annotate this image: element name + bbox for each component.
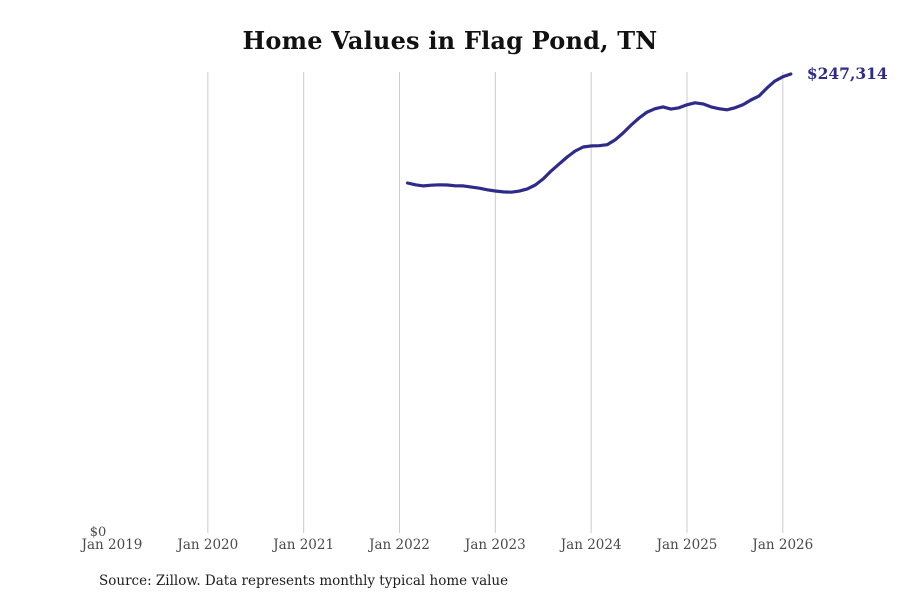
- x-tick-label: Jan 2026: [752, 537, 814, 553]
- y-axis-zero-label: $0: [89, 525, 107, 540]
- x-tick-label: Jan 2022: [369, 537, 430, 553]
- x-tick-label: Jan 2024: [560, 537, 622, 553]
- x-tick-label: Jan 2025: [656, 537, 718, 553]
- x-tick-label: Jan 2020: [177, 537, 239, 553]
- source-note: Source: Zillow. Data represents monthly …: [99, 573, 509, 589]
- x-tick-label: Jan 2021: [273, 537, 335, 553]
- latest-value-label: $247,314: [806, 64, 888, 83]
- chart-title: Home Values in Flag Pond, TN: [242, 26, 658, 55]
- x-tick-label: Jan 2019: [81, 537, 143, 553]
- home-value-line: [405, 72, 793, 194]
- x-tick-label: Jan 2023: [464, 537, 526, 553]
